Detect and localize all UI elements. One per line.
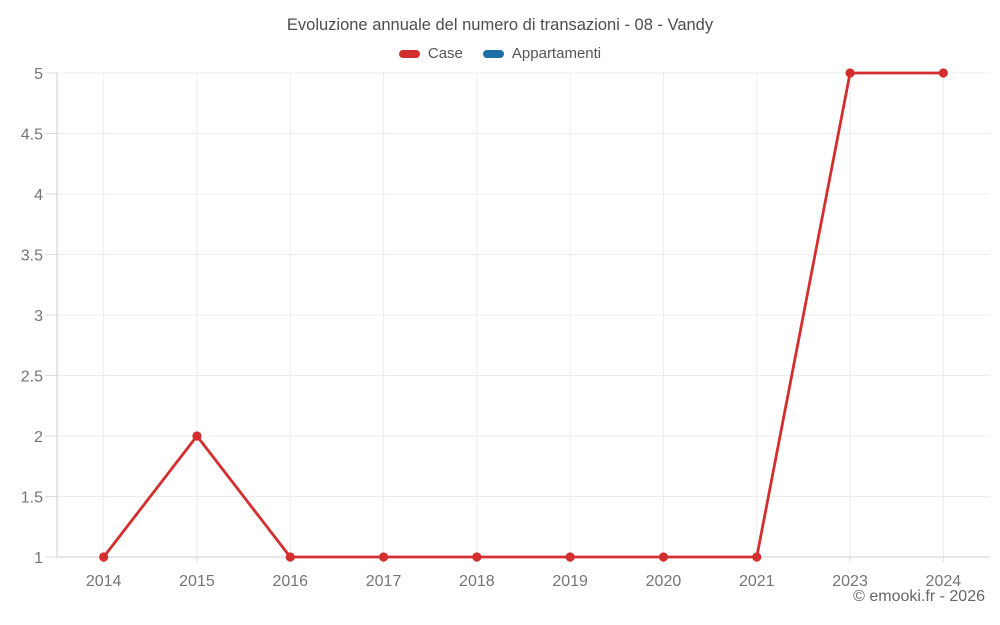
x-tick-label: 2024 xyxy=(926,573,962,590)
data-point-case-2019[interactable] xyxy=(565,552,575,562)
x-tick-label: 2018 xyxy=(459,573,495,590)
data-point-case-2020[interactable] xyxy=(658,552,669,562)
y-tick-label: 3 xyxy=(34,308,43,325)
case-series-swatch-icon xyxy=(398,49,420,58)
x-tick-label: 2019 xyxy=(552,573,588,590)
data-point-case-2014[interactable] xyxy=(99,552,109,562)
x-tick-label: 2020 xyxy=(646,573,682,590)
data-point-case-2018[interactable] xyxy=(472,552,482,562)
y-tick-label: 1.5 xyxy=(21,490,43,507)
y-tick-label: 3.5 xyxy=(21,248,43,265)
x-tick-label: 2023 xyxy=(832,573,868,590)
x-tick-label: 2016 xyxy=(272,573,308,590)
y-tick-label: 4 xyxy=(34,187,43,204)
data-point-case-2024[interactable] xyxy=(938,68,948,78)
x-tick-label: 2014 xyxy=(86,573,122,590)
legend-item-case[interactable]: Case xyxy=(398,45,463,62)
x-tick-label: 2021 xyxy=(739,573,775,590)
x-tick-label: 2015 xyxy=(179,573,215,590)
data-point-case-2016[interactable] xyxy=(285,552,295,562)
data-point-case-2023[interactable] xyxy=(845,68,855,78)
chart-title: Evoluzione annuale del numero di transaz… xyxy=(286,16,714,34)
data-point-case-2015[interactable] xyxy=(192,431,202,441)
data-point-case-2021[interactable] xyxy=(752,552,762,562)
legend-item-appartamenti[interactable]: Appartamenti xyxy=(482,45,602,62)
copyright: © emooki.fr - 2026 xyxy=(853,588,985,605)
y-tick-label: 2.5 xyxy=(21,369,43,386)
legend-label-case: Case xyxy=(427,45,463,62)
legend: Case Appartamenti xyxy=(0,45,1000,62)
y-tick-label: 4.5 xyxy=(21,127,43,144)
appartamenti-series-swatch-icon xyxy=(482,49,504,58)
x-tick-label: 2017 xyxy=(366,573,402,590)
y-tick-label: 5 xyxy=(34,66,43,83)
y-tick-label: 1 xyxy=(34,550,43,567)
series-line-case xyxy=(102,71,945,559)
data-point-case-2017[interactable] xyxy=(378,552,389,562)
legend-label-appartamenti: Appartamenti xyxy=(511,45,602,62)
y-tick-label: 2 xyxy=(34,429,43,446)
